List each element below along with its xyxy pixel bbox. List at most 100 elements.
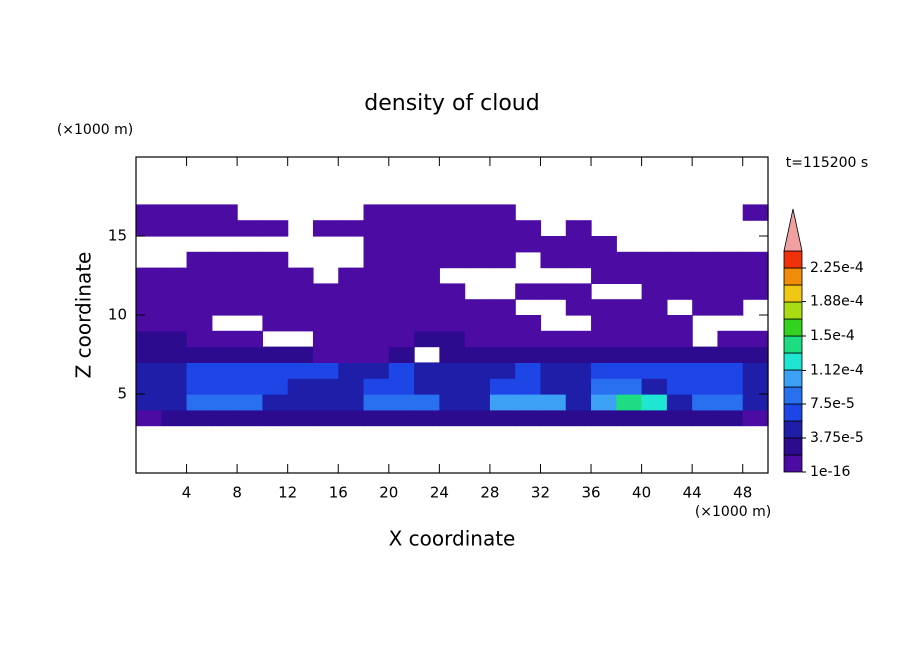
contour-cell [262, 299, 289, 316]
contour-cell [439, 220, 466, 237]
contour-cell [439, 236, 466, 253]
contour-cell [489, 394, 516, 411]
contour-cell [288, 236, 313, 252]
contour-cell [363, 394, 390, 411]
contour-cell [717, 378, 744, 395]
contour-cell [717, 236, 742, 252]
contour-cell [288, 220, 313, 236]
contour-cell [717, 315, 742, 331]
contour-cell [540, 220, 565, 236]
contour-cell [692, 267, 719, 284]
contour-cell [211, 394, 238, 411]
contour-cell [591, 267, 617, 284]
contour-cell [566, 268, 591, 284]
contour-cell [540, 299, 565, 315]
contour-cell [515, 330, 542, 348]
contour-cell [616, 251, 643, 269]
contour-cell [338, 378, 365, 395]
contour-cell [641, 315, 668, 332]
contour-cell [464, 251, 491, 269]
contour-cell [211, 378, 238, 395]
contour-cell [187, 236, 212, 252]
x-tick-label: 24 [430, 484, 449, 502]
contour-cell [515, 220, 542, 237]
contour-cell [565, 378, 592, 395]
contour-cell [464, 394, 491, 411]
contour-cell [262, 378, 289, 395]
contour-cell [717, 330, 744, 348]
contour-cell [161, 409, 188, 427]
contour-cell [388, 251, 415, 269]
contour-cell [262, 346, 289, 363]
contour-cell [439, 346, 466, 363]
x-tick-label: 36 [581, 484, 600, 502]
contour-cell [288, 252, 313, 268]
colorbar-segment [783, 369, 803, 388]
contour-cell [237, 394, 263, 411]
contour-cell [565, 236, 592, 253]
contour-cell [464, 299, 491, 316]
contour-cell [136, 409, 162, 427]
contour-cell [717, 251, 744, 269]
contour-cell [186, 204, 213, 221]
contour-cell [388, 220, 415, 237]
contour-cell [566, 204, 591, 220]
contour-cell [262, 236, 287, 252]
contour-cell [312, 299, 339, 316]
contour-cell [489, 204, 516, 221]
contour-cell [388, 204, 415, 221]
contour-cell [136, 204, 162, 221]
contour-cell [414, 315, 440, 332]
contour-cell [641, 283, 668, 300]
contour-cell [667, 299, 692, 315]
contour-cell [591, 236, 617, 253]
contour-cell [565, 299, 592, 316]
colorbar-segment [783, 454, 803, 473]
contour-cell [540, 330, 567, 348]
contour-cell [414, 330, 440, 348]
contour-cell [439, 315, 466, 332]
contour-cell [666, 394, 693, 411]
contour-cell [338, 346, 365, 363]
y-tick-label: 5 [117, 385, 127, 403]
contour-cell [338, 394, 365, 411]
contour-cell [666, 283, 693, 300]
contour-cell [388, 299, 415, 316]
contour-cell [717, 299, 744, 316]
contour-cell [743, 315, 768, 331]
contour-cell [237, 299, 263, 316]
contour-cell [591, 251, 617, 269]
contour-cell [414, 378, 440, 395]
contour-cell [388, 330, 415, 348]
contour-cell [439, 394, 466, 411]
contour-cell [616, 362, 643, 379]
contour-cell [136, 362, 162, 379]
colorbar-segment [783, 386, 803, 405]
contour-cell [692, 283, 719, 300]
colorbar-extension [783, 208, 803, 252]
contour-cell [666, 251, 693, 269]
contour-cell [515, 283, 542, 300]
contour-cell [287, 409, 314, 427]
contour-cell [439, 378, 466, 395]
contour-cell [136, 378, 162, 395]
contour-cell [136, 299, 162, 316]
contour-cell [742, 346, 769, 363]
contour-cell [388, 315, 415, 332]
contour-cell [489, 315, 516, 332]
contour-cell [262, 409, 289, 427]
contour-cell [742, 283, 769, 300]
contour-cell [464, 362, 491, 379]
contour-cell [186, 409, 213, 427]
contour-cell [161, 362, 188, 379]
contour-cell [489, 251, 516, 269]
colorbar-segment [783, 284, 803, 303]
contour-cell [591, 362, 617, 379]
contour-cell [742, 409, 769, 427]
colorbar-tick-label: 1.5e-4 [810, 328, 855, 344]
contour-cell [742, 204, 769, 221]
contour-cell [388, 346, 415, 363]
contour-cell [414, 409, 440, 427]
contour-cell [136, 346, 162, 363]
